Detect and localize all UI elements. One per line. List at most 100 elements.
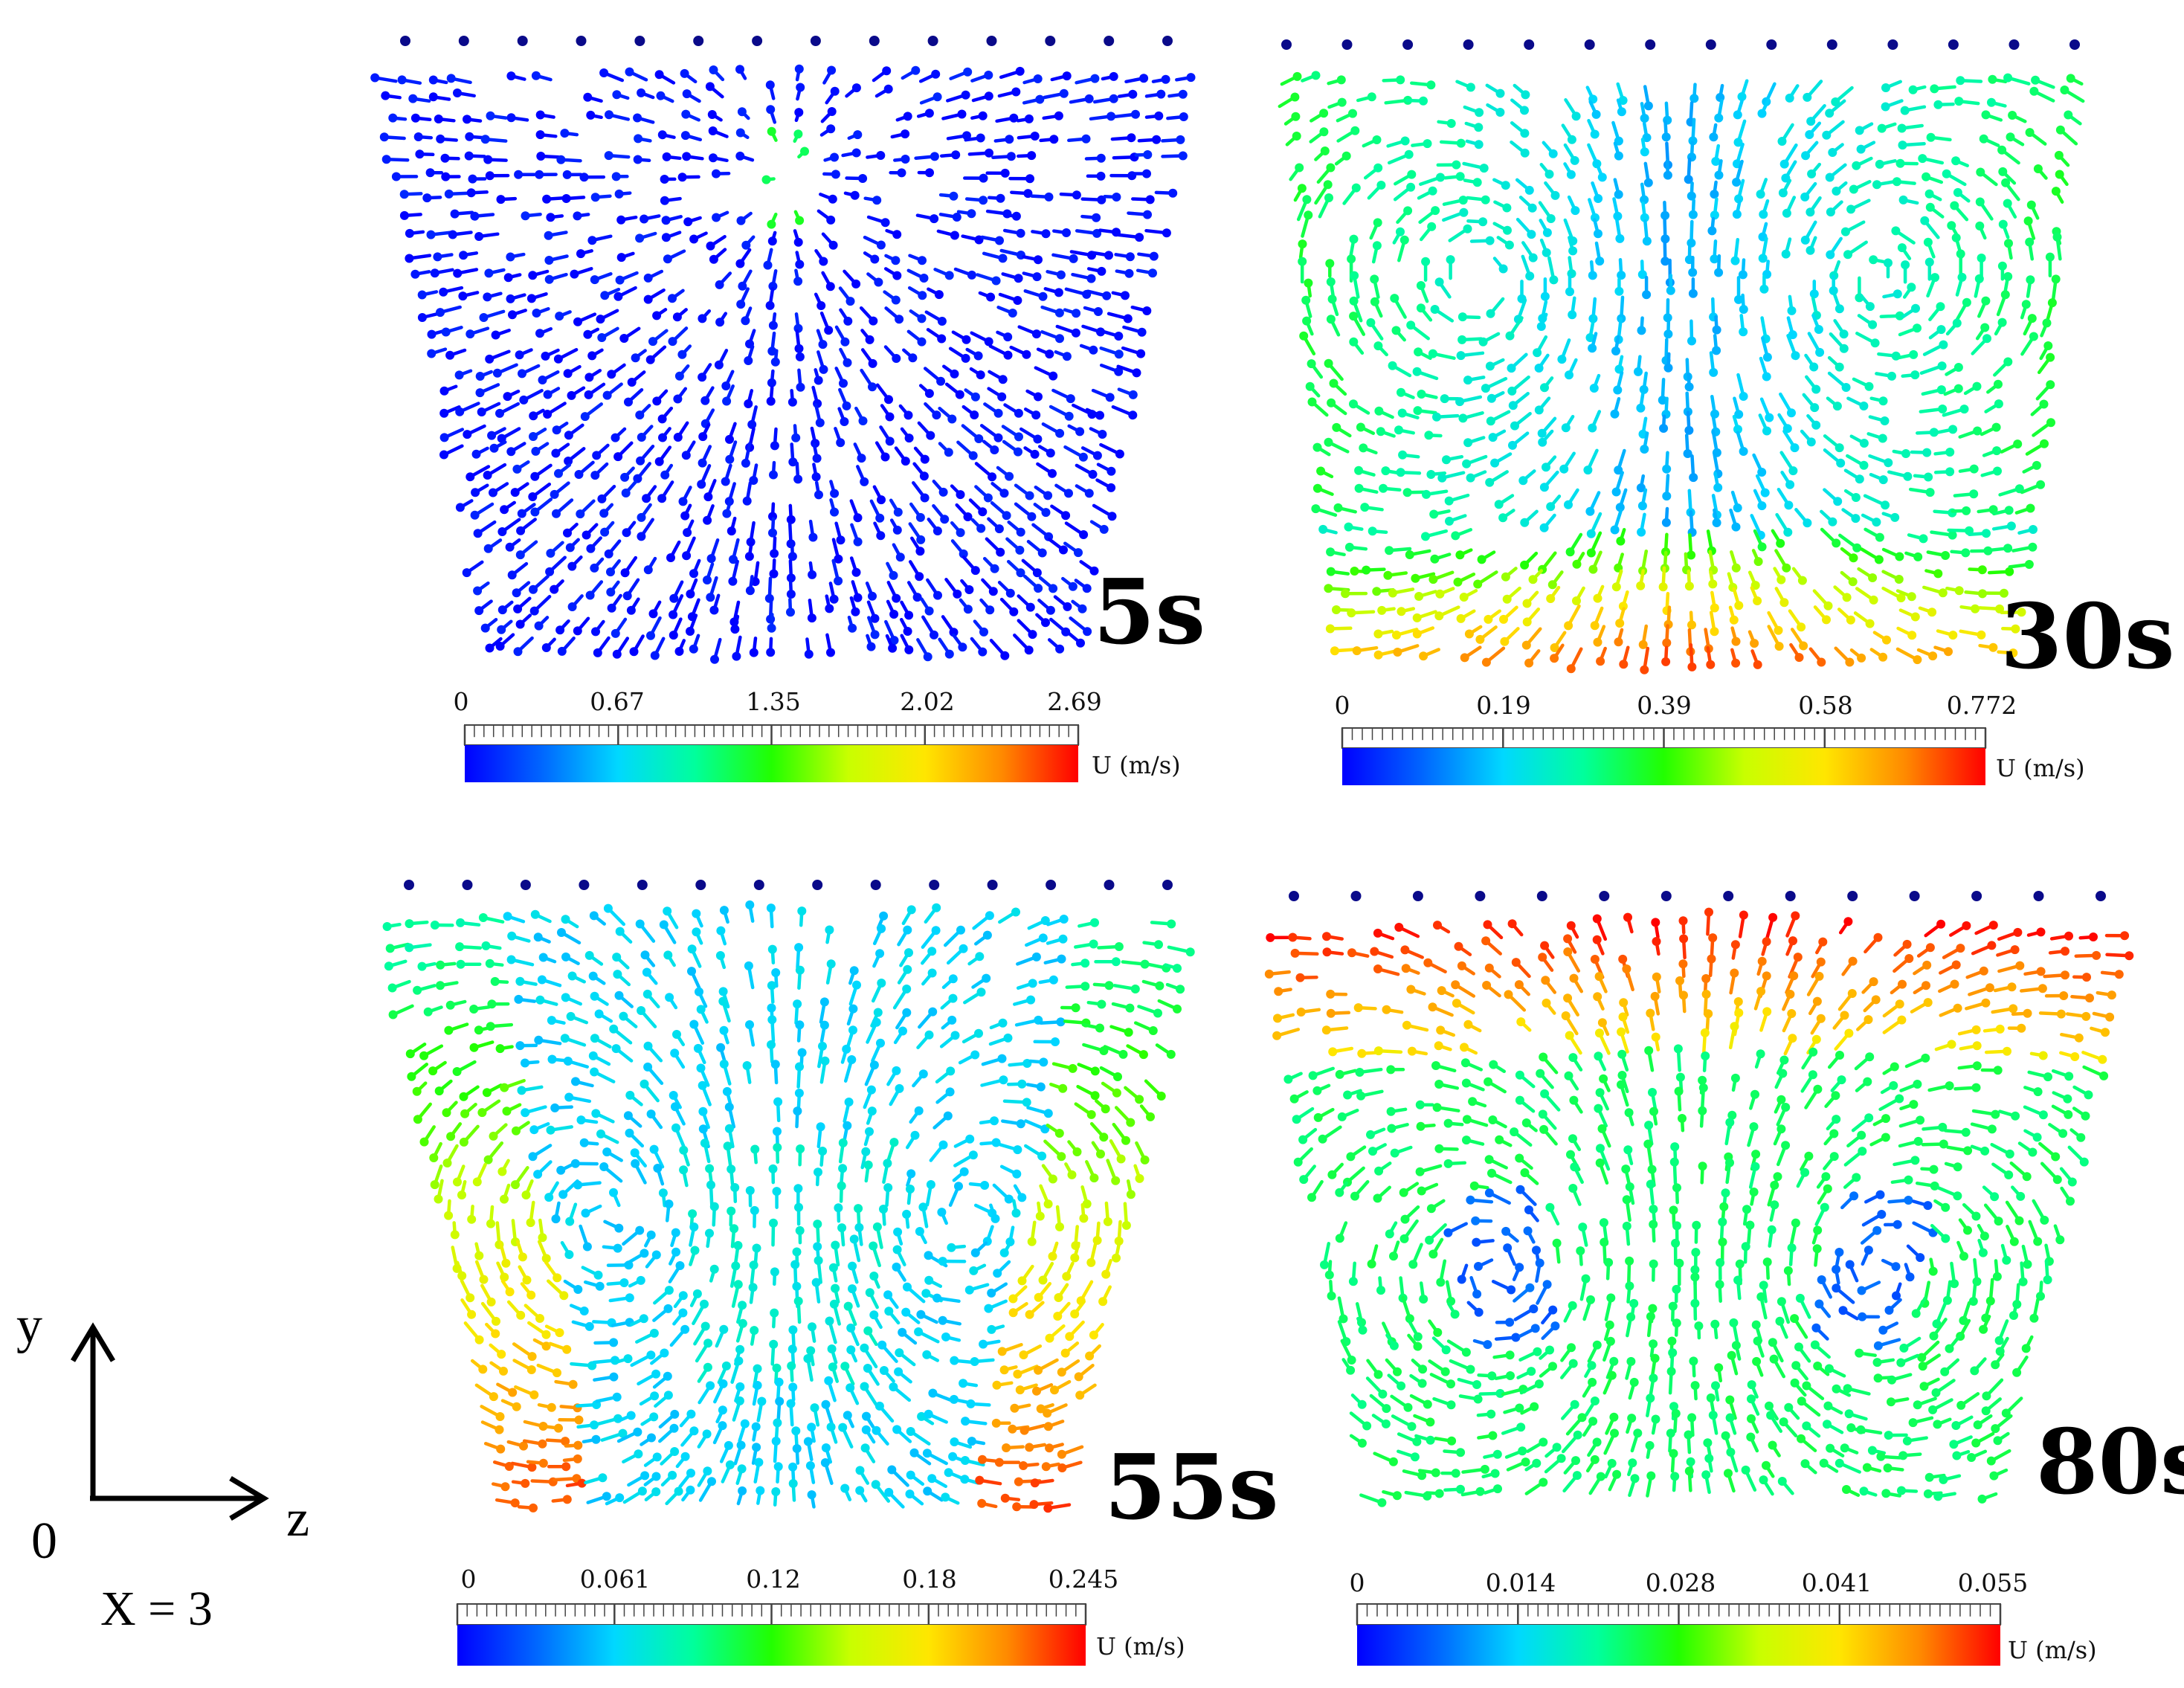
vector-head <box>1730 256 1740 265</box>
vector-head <box>568 1379 578 1389</box>
vector-head <box>1642 236 1652 246</box>
vector-head <box>1302 195 1312 204</box>
vector-head <box>1613 385 1623 395</box>
vector-head <box>1962 297 1971 307</box>
vector-head <box>1337 97 1347 107</box>
vector-head <box>883 1290 893 1300</box>
vector-head <box>892 593 901 603</box>
vector-head <box>631 353 640 363</box>
vector-head <box>967 209 976 219</box>
vector-head <box>974 1028 983 1038</box>
vector-head <box>1429 509 1439 519</box>
vector-head <box>412 1086 422 1096</box>
vector-head <box>497 625 506 634</box>
vector-head <box>825 925 834 935</box>
vector-head <box>830 86 840 96</box>
vector-head <box>446 1132 456 1141</box>
vector-head <box>419 1137 429 1147</box>
vector-head <box>763 260 773 270</box>
vector-head <box>561 993 570 1002</box>
tick-label: 0.061 <box>580 1565 650 1594</box>
vector-head <box>445 1000 455 1010</box>
vector-head <box>853 513 863 523</box>
vector-head <box>1458 413 1468 423</box>
vector-head <box>637 88 646 97</box>
vector-head <box>1473 579 1483 589</box>
vector-head <box>1397 387 1405 397</box>
vector-head <box>884 1487 894 1497</box>
vector-head <box>1709 367 1718 377</box>
vector-head <box>591 1109 601 1118</box>
vector-head <box>698 314 707 323</box>
vector-head <box>1897 123 1907 133</box>
vector-head <box>1055 428 1065 438</box>
vector-head <box>805 1461 815 1470</box>
vector-head <box>1416 303 1426 313</box>
vector-head <box>895 1083 904 1093</box>
vector-head <box>1072 1147 1082 1156</box>
vector-head <box>1484 614 1493 624</box>
vector-head <box>1391 326 1401 335</box>
vector-head <box>988 587 998 596</box>
vector-head <box>866 642 876 651</box>
vector-head <box>936 376 946 386</box>
vector-head <box>797 906 807 916</box>
vector-head <box>1005 135 1014 144</box>
vector-head <box>768 320 778 330</box>
vector-head <box>2036 927 2046 937</box>
vector-head <box>586 544 596 553</box>
vector-head <box>1619 660 1629 669</box>
vector-head <box>483 1155 493 1164</box>
vector-head <box>1399 235 1409 245</box>
vector-head <box>848 1284 857 1294</box>
vector-head <box>1957 272 1967 282</box>
vector-head <box>427 329 437 339</box>
vector-head <box>646 1109 656 1119</box>
time-label: 55s <box>1104 1435 1279 1540</box>
vector-head <box>898 1026 907 1036</box>
vector-head <box>956 925 965 935</box>
vector-head <box>522 1275 532 1285</box>
vector-head <box>1388 588 1397 598</box>
vector-head <box>534 1035 544 1045</box>
vector-head <box>1412 367 1422 376</box>
vector-head <box>1455 397 1465 407</box>
vector-head <box>651 1487 661 1497</box>
vector-head <box>803 1437 813 1446</box>
vector-head <box>417 290 427 300</box>
vector-head <box>868 591 877 601</box>
vector-head <box>491 1329 500 1339</box>
seed-point <box>1887 39 1898 50</box>
vector-head <box>450 209 460 219</box>
vector-head <box>840 1362 850 1371</box>
vector-head <box>1734 410 1744 419</box>
vector-head <box>1109 71 1118 81</box>
vector-head <box>556 1165 566 1175</box>
vector-head <box>453 88 462 97</box>
vector-head <box>876 151 886 160</box>
vector-head <box>1877 123 1887 133</box>
vector-head <box>991 1418 1001 1428</box>
vector-head <box>2013 439 2023 449</box>
vector-head <box>904 611 914 620</box>
vector-head <box>503 912 512 921</box>
vector-head <box>506 113 516 123</box>
vector-head <box>836 535 845 545</box>
vector-head <box>1520 106 1529 115</box>
vector-head <box>659 920 669 930</box>
vector-head <box>825 1316 834 1326</box>
vector-head <box>712 169 721 178</box>
vector-head <box>1455 550 1465 560</box>
vector-head <box>843 1411 852 1420</box>
vector-head <box>919 274 929 283</box>
seed-point <box>810 36 821 46</box>
vector-head <box>1663 363 1673 373</box>
vector-head <box>1051 1037 1060 1046</box>
vector-head <box>1636 403 1646 413</box>
vector-head <box>2026 275 2035 285</box>
vector-head <box>1997 318 2007 327</box>
vector-head <box>774 1377 784 1387</box>
vector-head <box>853 537 863 547</box>
vector-head <box>1291 112 1301 121</box>
vector-head <box>1016 568 1025 578</box>
